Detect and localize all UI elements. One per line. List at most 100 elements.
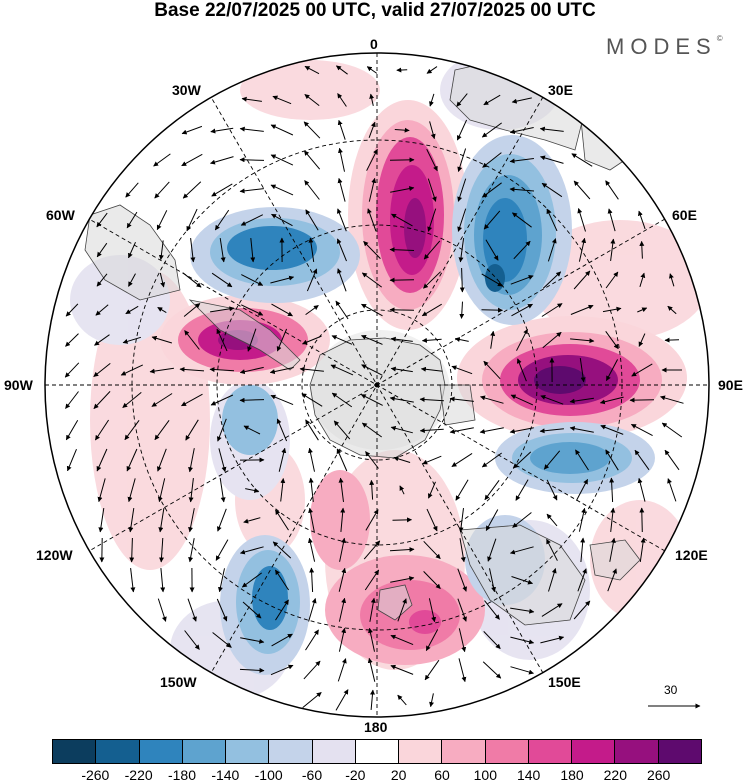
wind-arrow (661, 422, 683, 438)
wind-arrow (634, 449, 650, 471)
wind-arrow (212, 632, 232, 648)
wind-arrow (664, 449, 680, 471)
colorbar-swatch (528, 740, 573, 763)
wind-arrow (570, 304, 594, 315)
wind-arrow (481, 452, 502, 468)
wind-arrow (240, 304, 264, 316)
wind-arrow (128, 273, 136, 287)
wind-arrow (397, 598, 407, 622)
label-lon-150w: 150W (160, 674, 197, 690)
wind-arrow (573, 600, 591, 620)
label-lon-180: 180 (364, 719, 388, 735)
wind-arrow (269, 367, 294, 375)
wind-arrow (126, 211, 138, 229)
wind-arrow (219, 478, 226, 503)
wind-arrow (337, 93, 347, 107)
wind-arrow (609, 477, 615, 503)
wind-arrow (188, 448, 195, 473)
wind-arrow (309, 567, 315, 593)
wind-arrow (390, 336, 413, 342)
wind-arrow (128, 508, 135, 533)
wind-arrow (510, 607, 535, 614)
wind-arrow (482, 152, 502, 168)
wind-arrow (393, 456, 411, 463)
colorbar-tick-label: 180 (560, 767, 584, 783)
wind-arrow (270, 184, 294, 196)
wind-arrow (340, 507, 346, 532)
wind-arrow (429, 693, 434, 708)
colorbar-swatch (615, 740, 659, 763)
wind-arrow (543, 450, 561, 470)
wind-arrow (483, 631, 501, 649)
wind-arrow (547, 238, 557, 262)
wind-arrow (541, 603, 563, 617)
wind-arrow (242, 601, 262, 619)
wind-arrow (609, 537, 616, 562)
wind-arrow (573, 270, 591, 290)
wind-arrow (182, 181, 202, 199)
colorbar-tick-label: 20 (390, 767, 407, 783)
wind-arrow (239, 366, 264, 375)
wind-arrow (638, 333, 646, 347)
wind-arrow (65, 391, 79, 409)
wind-arrow (389, 547, 415, 553)
wind-arrow (216, 328, 228, 352)
wind-arrow (390, 366, 413, 373)
colorbar-tick-label: 60 (434, 767, 450, 783)
colorbar-swatch (53, 740, 97, 763)
wind-arrow (337, 147, 345, 172)
wind-arrow (369, 93, 375, 107)
wind-arrow (308, 477, 314, 502)
wind-arrow (607, 208, 616, 232)
wind-arrow (361, 272, 382, 288)
wind-arrow (420, 366, 443, 372)
wind-arrow (366, 66, 378, 74)
wind-arrow (423, 271, 441, 289)
wind-arrow (366, 148, 378, 171)
wind-arrow (239, 188, 264, 194)
wind-arrow (487, 538, 497, 562)
label-lon-30e: 30E (548, 82, 573, 98)
wind-arrow (367, 208, 377, 232)
wind-arrow (458, 628, 467, 653)
wind-arrow (96, 212, 108, 228)
wind-arrow (512, 451, 532, 469)
wind-arrow (605, 449, 619, 471)
wind-arrow (122, 392, 142, 408)
wind-arrow (96, 273, 108, 287)
wind-arrow (250, 238, 256, 263)
wind-arrow (303, 121, 321, 139)
wind-arrow (190, 238, 196, 263)
wind-arrow (338, 597, 347, 622)
wind-arrow (481, 307, 503, 313)
wind-arrow (510, 636, 535, 645)
wind-arrow (509, 158, 534, 164)
wind-arrow (360, 394, 383, 406)
wind-arrow (513, 240, 531, 260)
wind-arrow (65, 333, 79, 347)
wind-arrow (217, 568, 225, 593)
wind-arrow (456, 93, 468, 107)
label-lon-60e: 60E (672, 207, 697, 223)
wind-arrow (602, 306, 622, 313)
wind-arrow (577, 568, 587, 592)
wind-arrow (149, 367, 174, 374)
wind-arrow (541, 303, 563, 317)
wind-arrow (94, 334, 110, 346)
wind-arrow (361, 364, 383, 376)
wind-arrow (247, 328, 257, 352)
wind-arrow (335, 65, 348, 75)
wind-arrow (64, 362, 80, 378)
wind-arrow (187, 598, 197, 622)
wind-arrow (129, 537, 135, 563)
wind-arrow (127, 478, 136, 503)
wind-arrow (66, 449, 77, 472)
wind-arrow (631, 363, 653, 377)
wind-arrow (599, 396, 624, 405)
wind-arrow (181, 125, 203, 135)
wind-arrow (337, 268, 347, 292)
wind-arrow (245, 488, 260, 493)
wind-arrow (151, 335, 173, 344)
wind-arrow (120, 364, 144, 376)
